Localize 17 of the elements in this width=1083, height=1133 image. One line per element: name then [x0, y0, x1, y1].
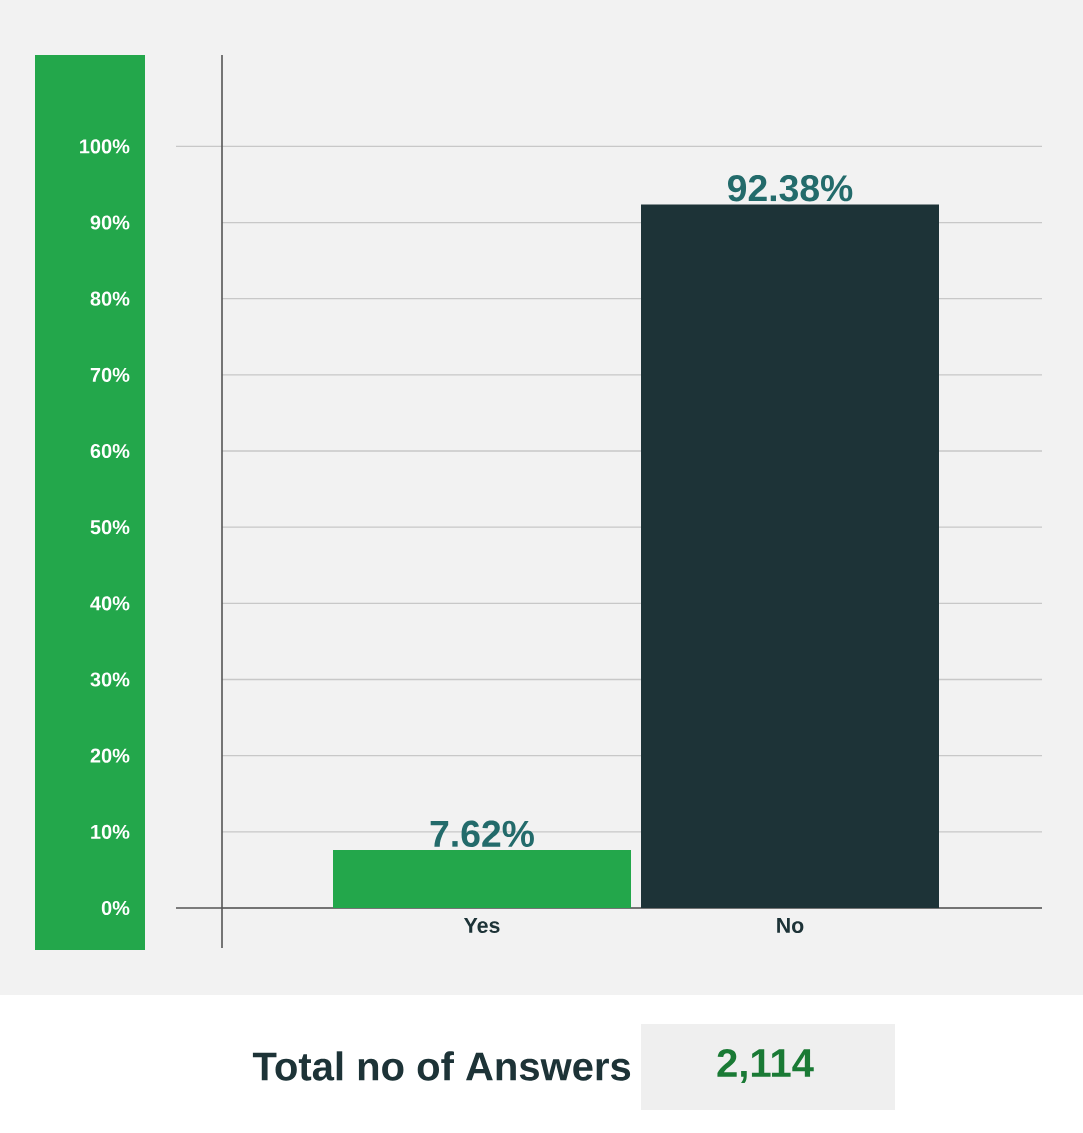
y-tick-label: 40%	[90, 596, 130, 611]
y-tick-label: 60%	[90, 443, 130, 459]
y-tick-label: 30%	[90, 672, 130, 687]
y-tick-label: 70%	[90, 367, 130, 382]
y-tick-label: 90%	[90, 215, 130, 230]
y-tick-label: 80%	[90, 291, 130, 306]
y-tick-label: 0%	[101, 900, 130, 916]
data-label: 7.62%	[430, 820, 534, 848]
text: Total no of Answers	[252, 1051, 631, 1081]
data-label: 92.38%	[727, 175, 853, 202]
x-tick-label: Yes	[463, 918, 500, 933]
y-tick-label: 100%	[80, 139, 130, 154]
y-tick-label: 20%	[90, 748, 130, 763]
y-tick-label: 10%	[91, 824, 130, 839]
text: 2,114	[717, 1048, 814, 1084]
y-tick-label: 50%	[90, 520, 130, 535]
x-tick-label: No	[777, 918, 804, 933]
